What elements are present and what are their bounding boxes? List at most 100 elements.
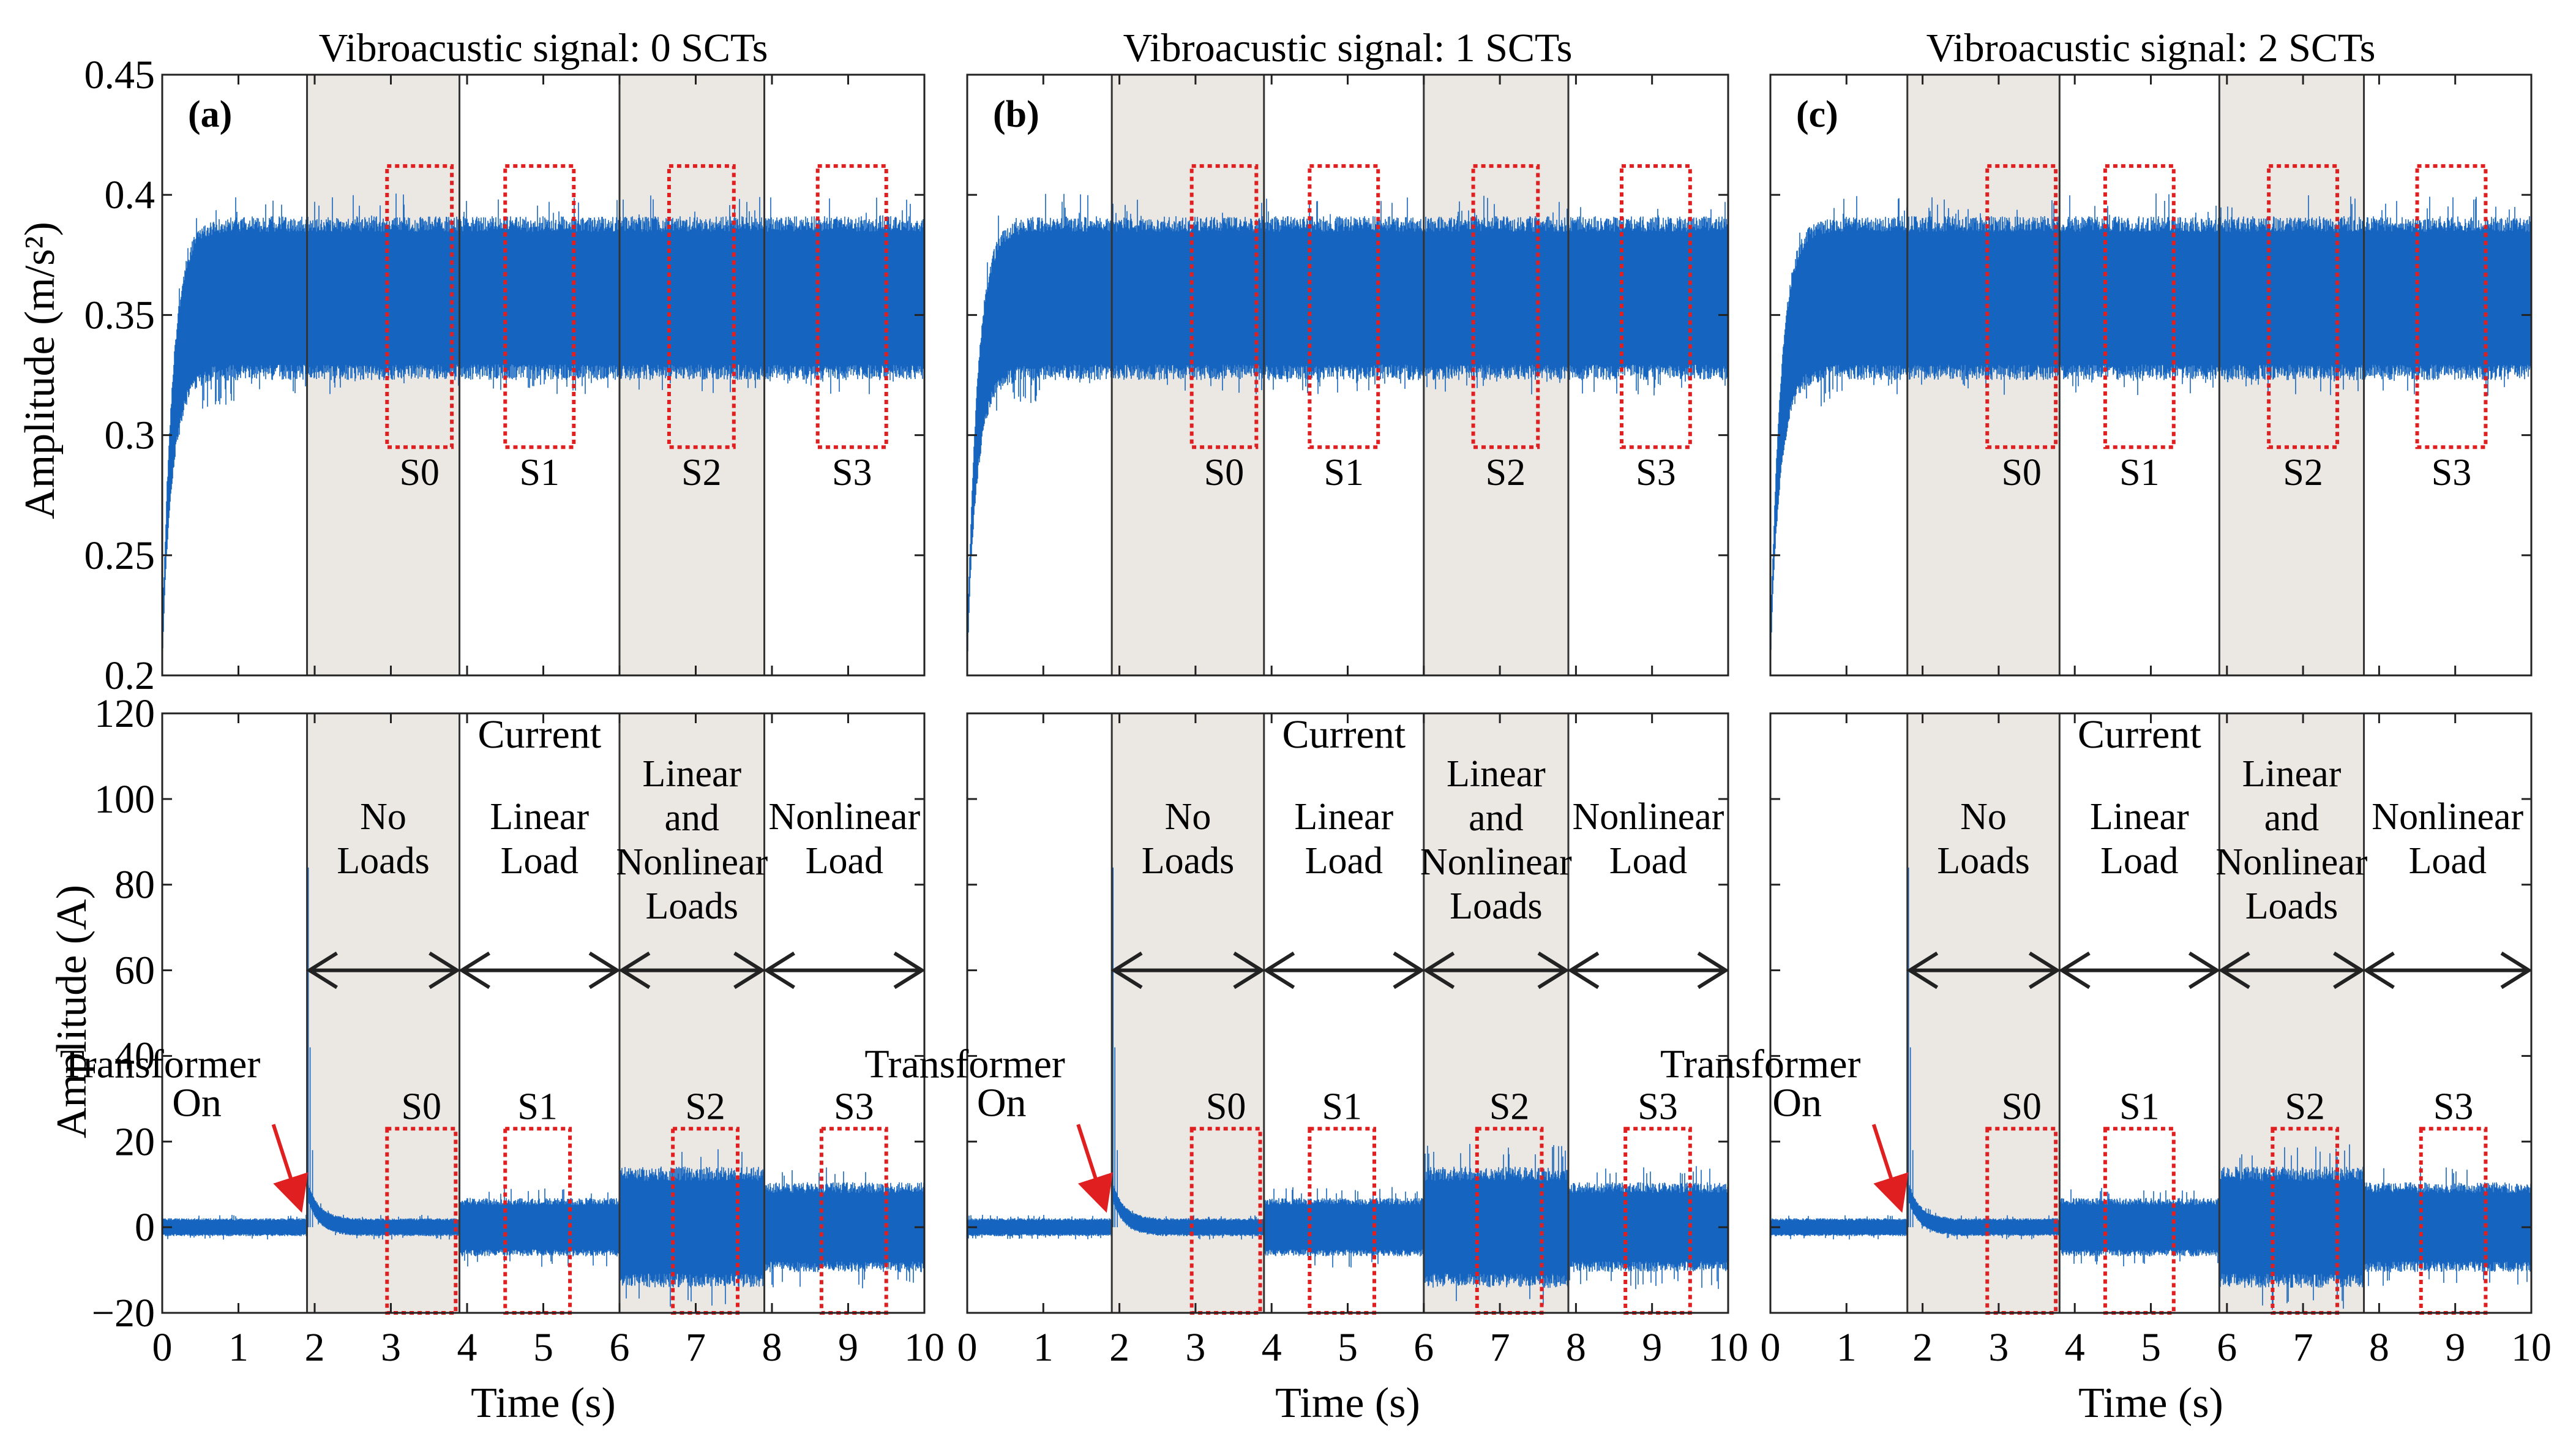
xtick-label: 9 [2445,1325,2465,1370]
transformer-label-line1: Transformer [60,1042,261,1086]
segment-arrow-1 [305,952,461,990]
bottom-ylabel: Amplitude (A) [48,885,95,1138]
segment-label-1-2: Loads [1937,840,2030,882]
segment-label-2-2: Load [1305,840,1383,882]
xtick-label: 6 [2217,1325,2237,1370]
transformer-on-arrow [1871,1124,1909,1213]
xtick-label: 4 [457,1325,477,1370]
ytick-label: 0.4 [105,173,155,217]
window-label-S1: S1 [520,452,560,494]
window-label-S1: S1 [2119,1086,2159,1127]
xtick-label: 6 [1413,1325,1434,1370]
current-header: Current [477,712,601,757]
xtick-label: 5 [1338,1325,1358,1370]
window-label-S3: S3 [2433,1086,2473,1127]
ytick-label: 20 [114,1119,155,1164]
xtick-label: 0 [1761,1325,1781,1370]
xtick-label: 5 [533,1325,553,1370]
transformer-label-line1: Transformer [1660,1042,1861,1086]
subplot-title: Vibroacustic signal: 2 SCTs [1926,26,2376,70]
window-S0 [1189,164,1259,449]
ytick-label: 0 [135,1205,155,1250]
segment-arrow-2 [458,952,621,990]
window-S0 [1985,164,2058,449]
transformer-label-line2: On [172,1080,222,1125]
panel-label: (c) [1796,94,1838,135]
window-label-S2: S2 [685,1086,725,1127]
window-label-S3: S3 [832,452,872,494]
xtick-label: 10 [2511,1325,2552,1370]
window-S2 [2267,164,2340,449]
panels: S0 S1 S2 S3 0.2 0.25 0.3 0.35 0.4 0.45 Vibroacusti… [60,26,2552,1427]
window-label-S0: S0 [402,1086,441,1127]
current-header: Current [1282,712,1406,757]
segment-label-4-2: Load [1609,840,1687,882]
segment-label-3-3: Nonlinear [616,841,768,883]
shaded-interval-2 [620,75,765,675]
window-label-S2: S2 [2285,1086,2324,1127]
segment-label-3-2: and [665,797,720,839]
segment-label-3-3: Nonlinear [2215,841,2367,883]
window-label-S0: S0 [1206,1086,1246,1127]
xtick-label: 8 [1566,1325,1586,1370]
segment-label-1-1: No [1960,796,2007,838]
segment-label-3-4: Loads [2245,885,2338,927]
segment-label-2-2: Load [2100,840,2178,882]
segment-label-4-2: Load [2409,840,2487,882]
xtick-label: 4 [2065,1325,2085,1370]
window-S3 [1619,164,1692,449]
segment-label-3-1: Linear [642,753,741,795]
shaded-interval-1 [1907,713,2060,1313]
segment-label-2-1: Linear [2090,796,2189,838]
subplot-1: S0 S1 S2 S3 0.2 0.25 0.3 0.35 0.4 0.45 Vibroacusti… [84,26,926,698]
ytick-label: 120 [94,691,155,736]
segment-label-1-2: Loads [337,840,430,882]
xtick-label: 7 [1490,1325,1510,1370]
window-S1 [503,164,576,449]
ytick-label: 0.3 [105,413,155,458]
ytick-label: 100 [94,777,155,822]
segment-label-3-4: Loads [1450,885,1543,927]
segment-arrow-3 [2218,952,2365,990]
window-label-S0: S0 [2001,1086,2041,1127]
segment-arrow-3 [1423,952,1570,990]
window-label-S1: S1 [1324,452,1364,494]
window-label-S3: S3 [1636,452,1676,494]
xtick-label: 4 [1262,1325,1282,1370]
xtick-label: 7 [686,1325,706,1370]
xtick-label: 1 [1033,1325,1054,1370]
xtick-label: 1 [1837,1325,1857,1370]
window-label-S2: S2 [1489,1086,1529,1127]
window-S2 [667,164,736,449]
segment-label-3-2: and [2264,797,2320,839]
xtick-label: 5 [2141,1325,2161,1370]
segment-label-3-1: Linear [2242,753,2342,795]
window-S3 [2415,164,2488,449]
xtick-label: 0 [957,1325,978,1370]
xtick-label: 10 [904,1325,945,1370]
xtick-label: 9 [1642,1325,1662,1370]
transformer-on-arrow [1076,1124,1113,1213]
segment-arrow-1 [1110,952,1265,990]
segment-label-3-2: and [1469,797,1524,839]
xtick-label: 10 [1708,1325,1748,1370]
segment-label-2-1: Linear [490,796,589,838]
window-label-S0: S0 [399,452,439,494]
window-S1 [2103,164,2176,449]
segment-label-2-2: Load [501,840,578,882]
window-label-S0: S0 [2001,452,2041,494]
top-ylabel: Amplitude (m/s²) [17,222,64,519]
window-label-S1: S1 [2119,452,2159,494]
window-label-S1: S1 [517,1086,557,1127]
transformer-label-line2: On [977,1080,1027,1125]
ytick-label: 0.35 [84,293,155,337]
segment-label-4-1: Nonlinear [768,796,920,838]
xlabel: Time (s) [471,1380,616,1427]
segment-arrow-4 [763,952,926,990]
transformer-label-line1: Transformer [864,1042,1065,1086]
xtick-label: 7 [2293,1325,2313,1370]
subplot-title: Vibroacustic signal: 0 SCTs [319,26,768,70]
